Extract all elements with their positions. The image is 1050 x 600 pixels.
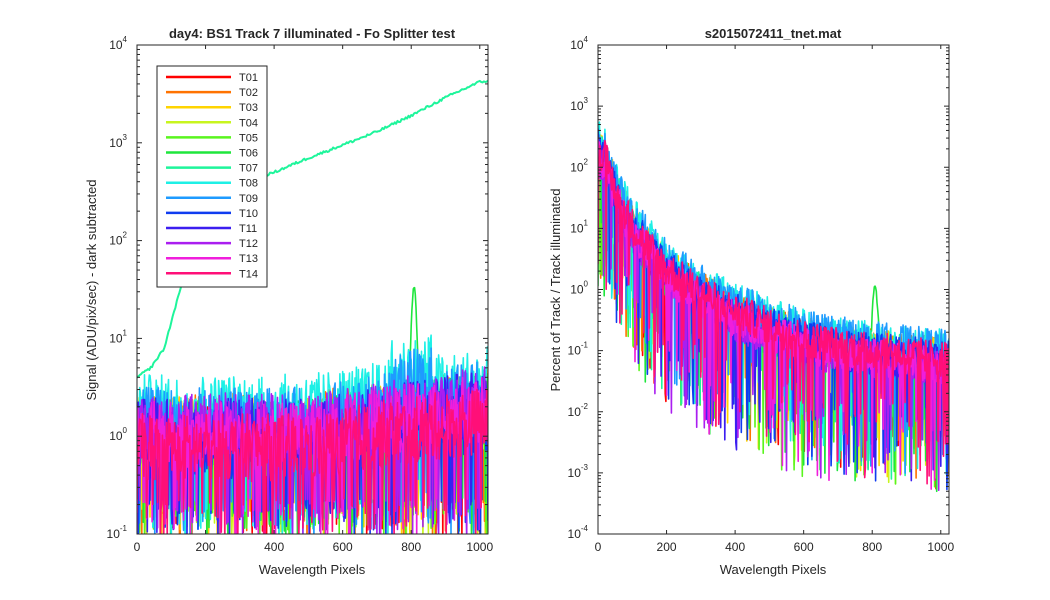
x-tick-label: 600: [333, 540, 353, 554]
y-tick-label: 101: [109, 328, 127, 345]
y-tick-base: 10: [570, 99, 584, 113]
x-tick-label: 1000: [927, 540, 954, 554]
y-tick-base: 10: [570, 38, 584, 52]
left-plot-ylabel: Signal (ADU/pix/sec) - dark subtracted: [84, 179, 99, 400]
y-tick-exp: 2: [123, 231, 128, 240]
legend-label-t09: T09: [239, 193, 258, 205]
y-tick-label: 10-2: [568, 402, 589, 419]
x-tick-label: 400: [725, 540, 745, 554]
left-plot-series: [137, 79, 488, 534]
x-tick-label: 800: [862, 540, 882, 554]
y-tick-label: 10-3: [568, 463, 589, 480]
y-tick-exp: 4: [123, 35, 128, 44]
y-tick-base: 10: [109, 136, 123, 150]
y-tick-base: 10: [570, 160, 584, 174]
y-tick-label: 10-1: [568, 341, 589, 358]
ratio-line-t14: [598, 139, 949, 485]
y-tick-label: 100: [570, 280, 588, 297]
legend-label-t04: T04: [239, 117, 258, 129]
y-tick-base: 10: [570, 283, 584, 297]
x-tick-label: 1000: [466, 540, 493, 554]
y-tick-label: 104: [109, 35, 127, 52]
x-tick-label: 400: [264, 540, 284, 554]
y-tick-label: 10-4: [568, 524, 589, 541]
y-tick-label: 102: [109, 231, 127, 248]
y-tick-exp: -3: [581, 463, 589, 472]
right-plot-series: [598, 121, 949, 493]
y-tick-base: 10: [109, 234, 123, 248]
right-plot-xlabel: Wavelength Pixels: [720, 562, 827, 577]
left-plot-frame: [136, 44, 489, 535]
right-plot: 0 200 400 600 800 100010-410-310-210-11001011…: [548, 26, 954, 577]
legend-label-t12: T12: [239, 238, 258, 250]
y-tick-label: 102: [570, 157, 588, 174]
right-plot-title: s2015072411_tnet.mat: [705, 26, 842, 41]
legend: T01 T02 T03 T04 T05 T06 T07 T08 T09 T10 T11 T12 T13 T…: [156, 65, 268, 288]
left-plot-xlabel: Wavelength Pixels: [259, 562, 366, 577]
y-tick-label: 101: [570, 218, 588, 235]
y-tick-exp: 0: [123, 426, 128, 435]
ratio-line-t10: [598, 128, 949, 491]
y-tick-label: 104: [570, 35, 588, 52]
y-tick-exp: 0: [584, 280, 589, 289]
x-tick-label: 600: [794, 540, 814, 554]
x-tick-label: 200: [657, 540, 677, 554]
y-tick-base: 10: [109, 331, 123, 345]
legend-label-t02: T02: [239, 87, 258, 99]
y-tick-exp: -2: [581, 402, 589, 411]
y-tick-base: 10: [570, 221, 584, 235]
left-plot-title: day4: BS1 Track 7 illuminated - Fo Split…: [169, 26, 456, 41]
y-tick-exp: -4: [581, 524, 589, 533]
x-tick-label: 0: [134, 540, 141, 554]
y-tick-exp: 4: [584, 35, 589, 44]
y-tick-base: 10: [568, 344, 582, 358]
y-tick-label: 10-1: [107, 524, 128, 541]
legend-label-t07: T07: [239, 163, 258, 175]
y-tick-label: 103: [570, 96, 588, 113]
y-tick-exp: -1: [120, 524, 128, 533]
legend-label-t06: T06: [239, 148, 258, 160]
y-tick-label: 103: [109, 133, 127, 150]
y-tick-label: 100: [109, 426, 127, 443]
legend-label-t03: T03: [239, 102, 258, 114]
y-tick-exp: 3: [584, 96, 589, 105]
x-tick-label: 800: [401, 540, 421, 554]
series-line-t14: [137, 388, 488, 534]
legend-label-t11: T11: [239, 223, 257, 235]
x-tick-label: 200: [196, 540, 216, 554]
y-tick-base: 10: [568, 527, 582, 541]
y-tick-base: 10: [109, 38, 123, 52]
right-plot-ylabel: Percent of Track / Track illuminated: [548, 188, 563, 391]
y-tick-exp: 1: [123, 328, 128, 337]
legend-box: [156, 65, 268, 288]
legend-label-t05: T05: [239, 132, 258, 144]
legend-label-t14: T14: [239, 268, 258, 280]
y-tick-base: 10: [109, 429, 123, 443]
legend-label-t13: T13: [239, 253, 258, 265]
y-tick-exp: 2: [584, 157, 589, 166]
y-tick-base: 10: [568, 405, 582, 419]
right-plot-ticks: 0 200 400 600 800 100010-410-310-210-11001011…: [568, 35, 955, 554]
y-tick-exp: -1: [581, 341, 589, 350]
y-tick-base: 10: [107, 527, 121, 541]
y-tick-exp: 3: [123, 133, 128, 142]
legend-label-t10: T10: [239, 208, 258, 220]
x-tick-label: 0: [595, 540, 602, 554]
y-tick-base: 10: [568, 466, 582, 480]
legend-label-t01: T01: [239, 72, 258, 84]
y-tick-exp: 1: [584, 218, 589, 227]
legend-label-t08: T08: [239, 178, 258, 190]
